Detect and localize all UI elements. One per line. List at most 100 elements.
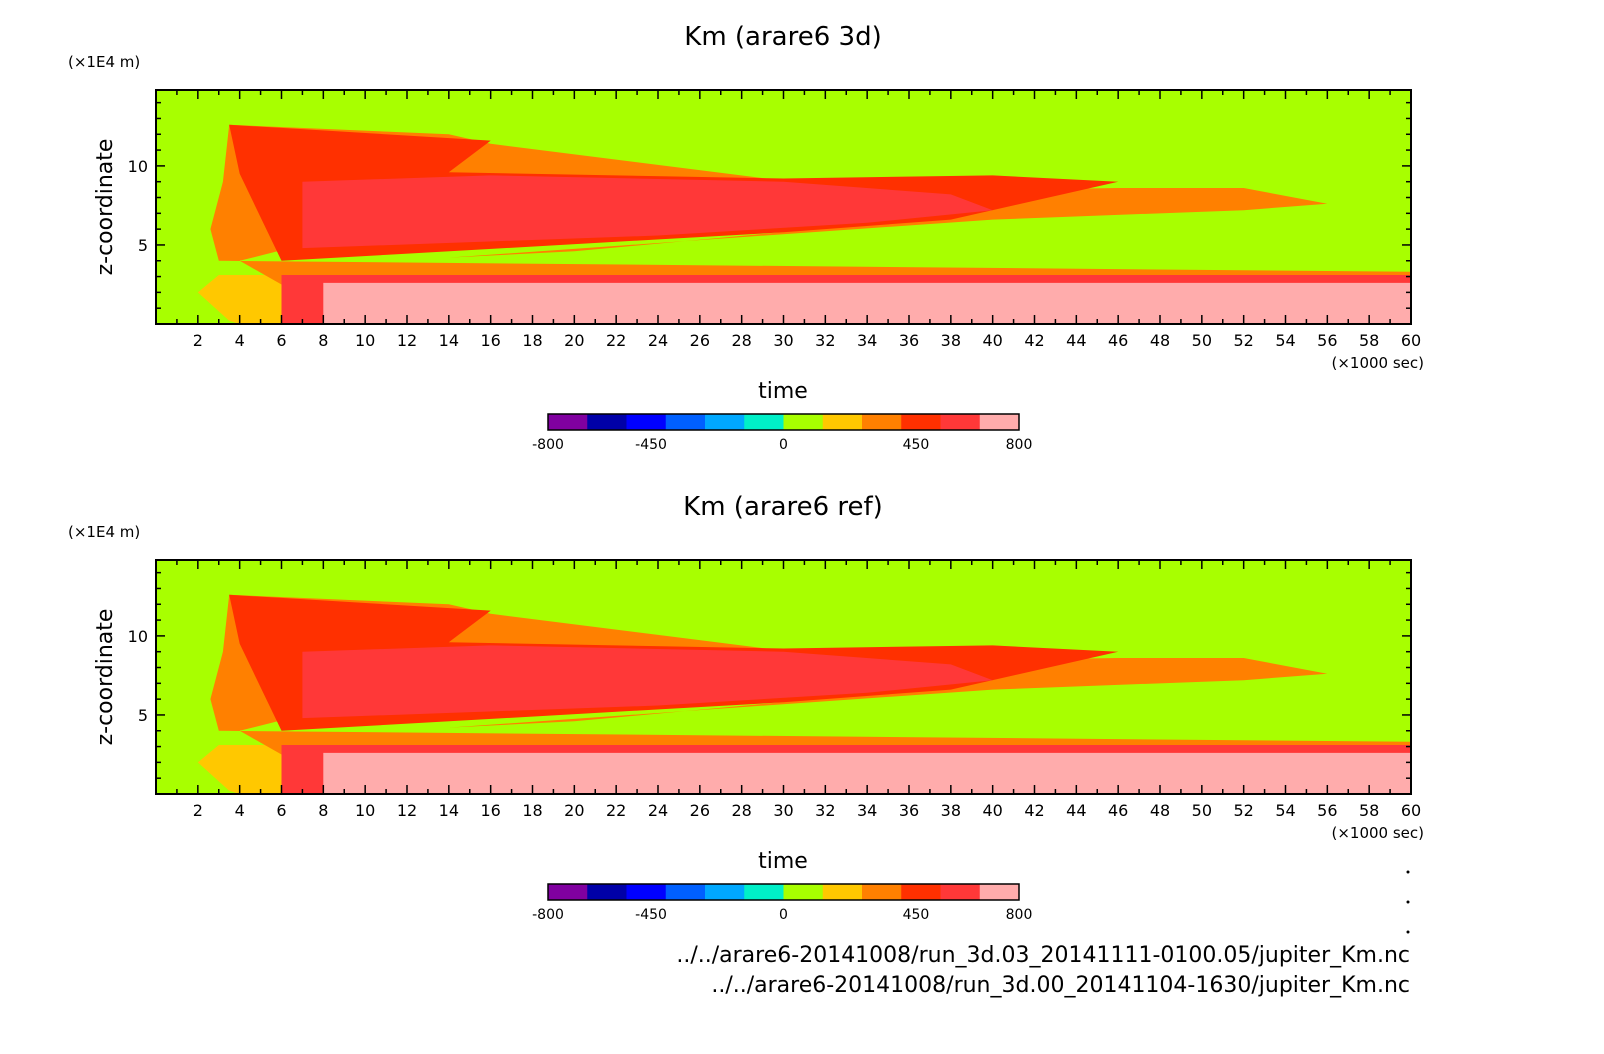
colorbar-swatch <box>744 414 784 430</box>
x-tick-label: 52 <box>1233 801 1253 820</box>
colorbar-swatch <box>665 414 706 430</box>
x-tick-label: 4 <box>235 801 245 820</box>
contour-region <box>210 594 1411 782</box>
x-tick-label: 44 <box>1066 801 1086 820</box>
x-unit-label: (×1000 sec) <box>1331 824 1424 842</box>
colorbar-swatch <box>548 884 588 900</box>
x-tick-label: 12 <box>397 331 417 350</box>
x-tick-label: 44 <box>1066 331 1086 350</box>
colorbar-swatch <box>901 884 941 900</box>
x-tick-label: 10 <box>355 801 375 820</box>
x-tick-label: 32 <box>815 331 835 350</box>
x-axis: 2 4 6 8 10 12 14 16 18 20 22 24 26 28 30 32 34 36 38 40 42 44… <box>176 90 1421 350</box>
x-tick-label: 40 <box>982 331 1002 350</box>
x-tick-label: 10 <box>355 331 375 350</box>
x-tick-label: 40 <box>982 801 1002 820</box>
x-tick-label: 14 <box>439 801 459 820</box>
colorbar: -800 -450 0 450 800 <box>532 413 1033 453</box>
x-tick-label: 24 <box>648 331 668 350</box>
colorbar-tick-label: 800 <box>1006 437 1033 453</box>
colorbar-swatch <box>822 884 863 900</box>
colorbar-swatch <box>587 414 627 430</box>
x-tick-label: 60 <box>1401 801 1421 820</box>
y-axis-label: z-coordinate <box>93 609 118 746</box>
x-tick-label: 6 <box>276 331 286 350</box>
file-path-line: ../../arare6-20141008/run_3d.00_20141104… <box>711 973 1410 998</box>
y-axis: 5 10 <box>128 101 1411 309</box>
colorbar-swatch <box>979 414 1020 430</box>
colorbar-tick-label: -450 <box>635 437 667 453</box>
colorbar-swatch <box>548 414 588 430</box>
x-tick-label: 26 <box>690 801 710 820</box>
x-unit-label: (×1000 sec) <box>1331 354 1424 372</box>
colorbar-swatch <box>940 884 981 900</box>
colorbar-swatch <box>901 414 941 430</box>
x-tick-label: 28 <box>731 801 751 820</box>
plot-area <box>155 559 1412 795</box>
x-tick-label: 6 <box>276 801 286 820</box>
colorbar-tick-label: -800 <box>532 907 564 923</box>
x-tick-label: 54 <box>1275 331 1295 350</box>
y-axis: 5 10 <box>128 571 1411 779</box>
y-tick-label: 5 <box>138 706 148 725</box>
x-tick-label: 60 <box>1401 331 1421 350</box>
x-tick-label: 20 <box>564 331 584 350</box>
y-tick-label: 10 <box>128 157 148 176</box>
x-tick-label: 8 <box>318 801 328 820</box>
dot-mark <box>1406 900 1410 904</box>
y-tick-label: 5 <box>138 236 148 255</box>
colorbar-swatch <box>665 884 706 900</box>
y-unit-label: (×1E4 m) <box>68 523 140 541</box>
plot-area <box>155 89 1412 325</box>
dot-mark <box>1406 930 1410 934</box>
colorbar-tick-label: 0 <box>779 437 788 453</box>
x-tick-label: 26 <box>690 331 710 350</box>
colorbar-swatch <box>626 414 667 430</box>
colorbar-swatch <box>979 884 1020 900</box>
x-tick-label: 16 <box>480 801 500 820</box>
x-axis-label: time <box>758 379 808 404</box>
x-tick-label: 2 <box>193 331 203 350</box>
x-axis-label: time <box>758 849 808 874</box>
colorbar-frame <box>547 883 1020 901</box>
colorbar-tick-label: -450 <box>635 907 667 923</box>
x-tick-label: 34 <box>857 331 877 350</box>
colorbar-swatch <box>822 414 863 430</box>
x-tick-label: 38 <box>941 331 961 350</box>
x-tick-label: 32 <box>815 801 835 820</box>
colorbar-tick-label: 0 <box>779 907 788 923</box>
colorbar-swatch <box>587 884 627 900</box>
x-tick-label: 4 <box>235 331 245 350</box>
y-tick-label: 10 <box>128 627 148 646</box>
chart-title: Km (arare6 ref) <box>683 492 883 522</box>
colorbar: -800 -450 0 450 800 <box>532 883 1033 923</box>
colorbar-tick-label: 450 <box>903 437 930 453</box>
colorbar-swatch <box>940 414 981 430</box>
contour-region <box>323 752 1411 794</box>
contour-region <box>302 175 993 249</box>
x-tick-label: 46 <box>1108 331 1128 350</box>
x-tick-label: 36 <box>899 801 919 820</box>
x-tick-label: 18 <box>522 331 542 350</box>
x-tick-label: 48 <box>1150 801 1170 820</box>
x-tick-label: 56 <box>1317 331 1337 350</box>
file-path-line: ../../arare6-20141008/run_3d.03_20141111… <box>676 943 1410 968</box>
x-tick-label: 2 <box>193 801 203 820</box>
contour-region <box>323 282 1411 324</box>
x-tick-label: 30 <box>773 331 793 350</box>
colorbar-tick-label: -800 <box>532 437 564 453</box>
x-tick-label: 50 <box>1192 801 1212 820</box>
chart-title: Km (arare6 3d) <box>684 22 881 52</box>
x-tick-label: 20 <box>564 801 584 820</box>
x-tick-label: 22 <box>606 331 626 350</box>
x-tick-label: 34 <box>857 801 877 820</box>
x-tick-label: 58 <box>1359 331 1379 350</box>
x-tick-label: 28 <box>731 331 751 350</box>
x-tick-label: 50 <box>1192 331 1212 350</box>
colorbar-swatch <box>705 414 745 430</box>
dot-mark <box>1406 870 1410 874</box>
colorbar-tick-label: 800 <box>1006 907 1033 923</box>
x-tick-label: 24 <box>648 801 668 820</box>
x-tick-label: 52 <box>1233 331 1253 350</box>
